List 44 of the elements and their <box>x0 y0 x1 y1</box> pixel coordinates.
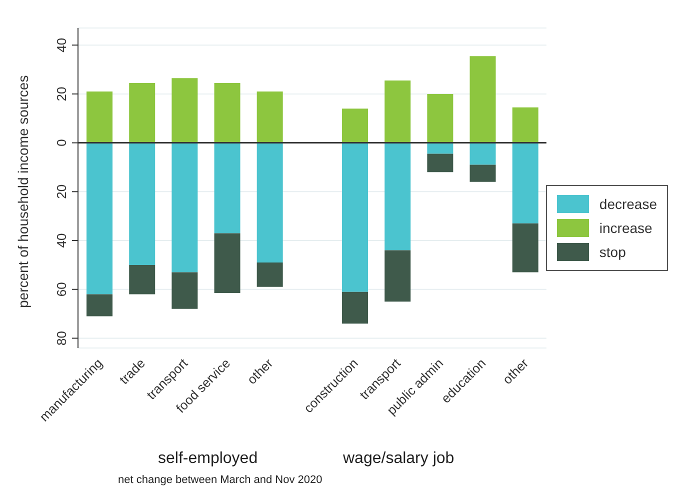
bar <box>86 142 113 294</box>
bar <box>470 164 496 182</box>
y-axis-title: percent of household income sources <box>14 75 31 308</box>
y-tick-label: 60 <box>54 282 69 297</box>
bar <box>172 272 198 309</box>
bar <box>214 233 240 294</box>
bar <box>256 92 283 143</box>
y-tick-label: 20 <box>54 184 69 199</box>
text: wage/salary job <box>343 450 454 468</box>
bar <box>384 80 411 143</box>
bar <box>342 108 368 143</box>
bar <box>214 82 240 143</box>
bar <box>427 154 454 172</box>
legend-label: increase <box>599 220 652 236</box>
legend-label: decrease <box>599 196 657 212</box>
bar <box>512 223 538 272</box>
bar <box>172 142 198 272</box>
bar <box>427 142 454 154</box>
bar <box>214 142 240 234</box>
bar <box>470 56 496 143</box>
bar <box>172 78 198 143</box>
bar <box>129 264 156 294</box>
bar <box>256 142 283 263</box>
y-tick-label: 40 <box>54 38 69 52</box>
bar <box>384 250 411 302</box>
bar <box>129 82 156 143</box>
y-tick-label: 80 <box>54 330 69 346</box>
bar <box>427 94 454 143</box>
bar <box>129 142 156 265</box>
bar <box>512 142 538 224</box>
bar <box>86 92 113 143</box>
y-tick-label: 40 <box>54 233 69 248</box>
legend-label: stop <box>599 244 626 260</box>
bar <box>256 262 283 287</box>
bar <box>342 142 368 292</box>
text: net change between March and Nov 2020 <box>118 474 322 486</box>
y-tick-label: 20 <box>54 86 69 102</box>
bar <box>342 292 368 324</box>
y-tick-label: 0 <box>54 139 69 146</box>
bar <box>384 142 411 250</box>
bar <box>512 107 538 143</box>
bar <box>86 294 113 316</box>
bar <box>470 142 496 165</box>
text: self-employed <box>158 450 258 468</box>
